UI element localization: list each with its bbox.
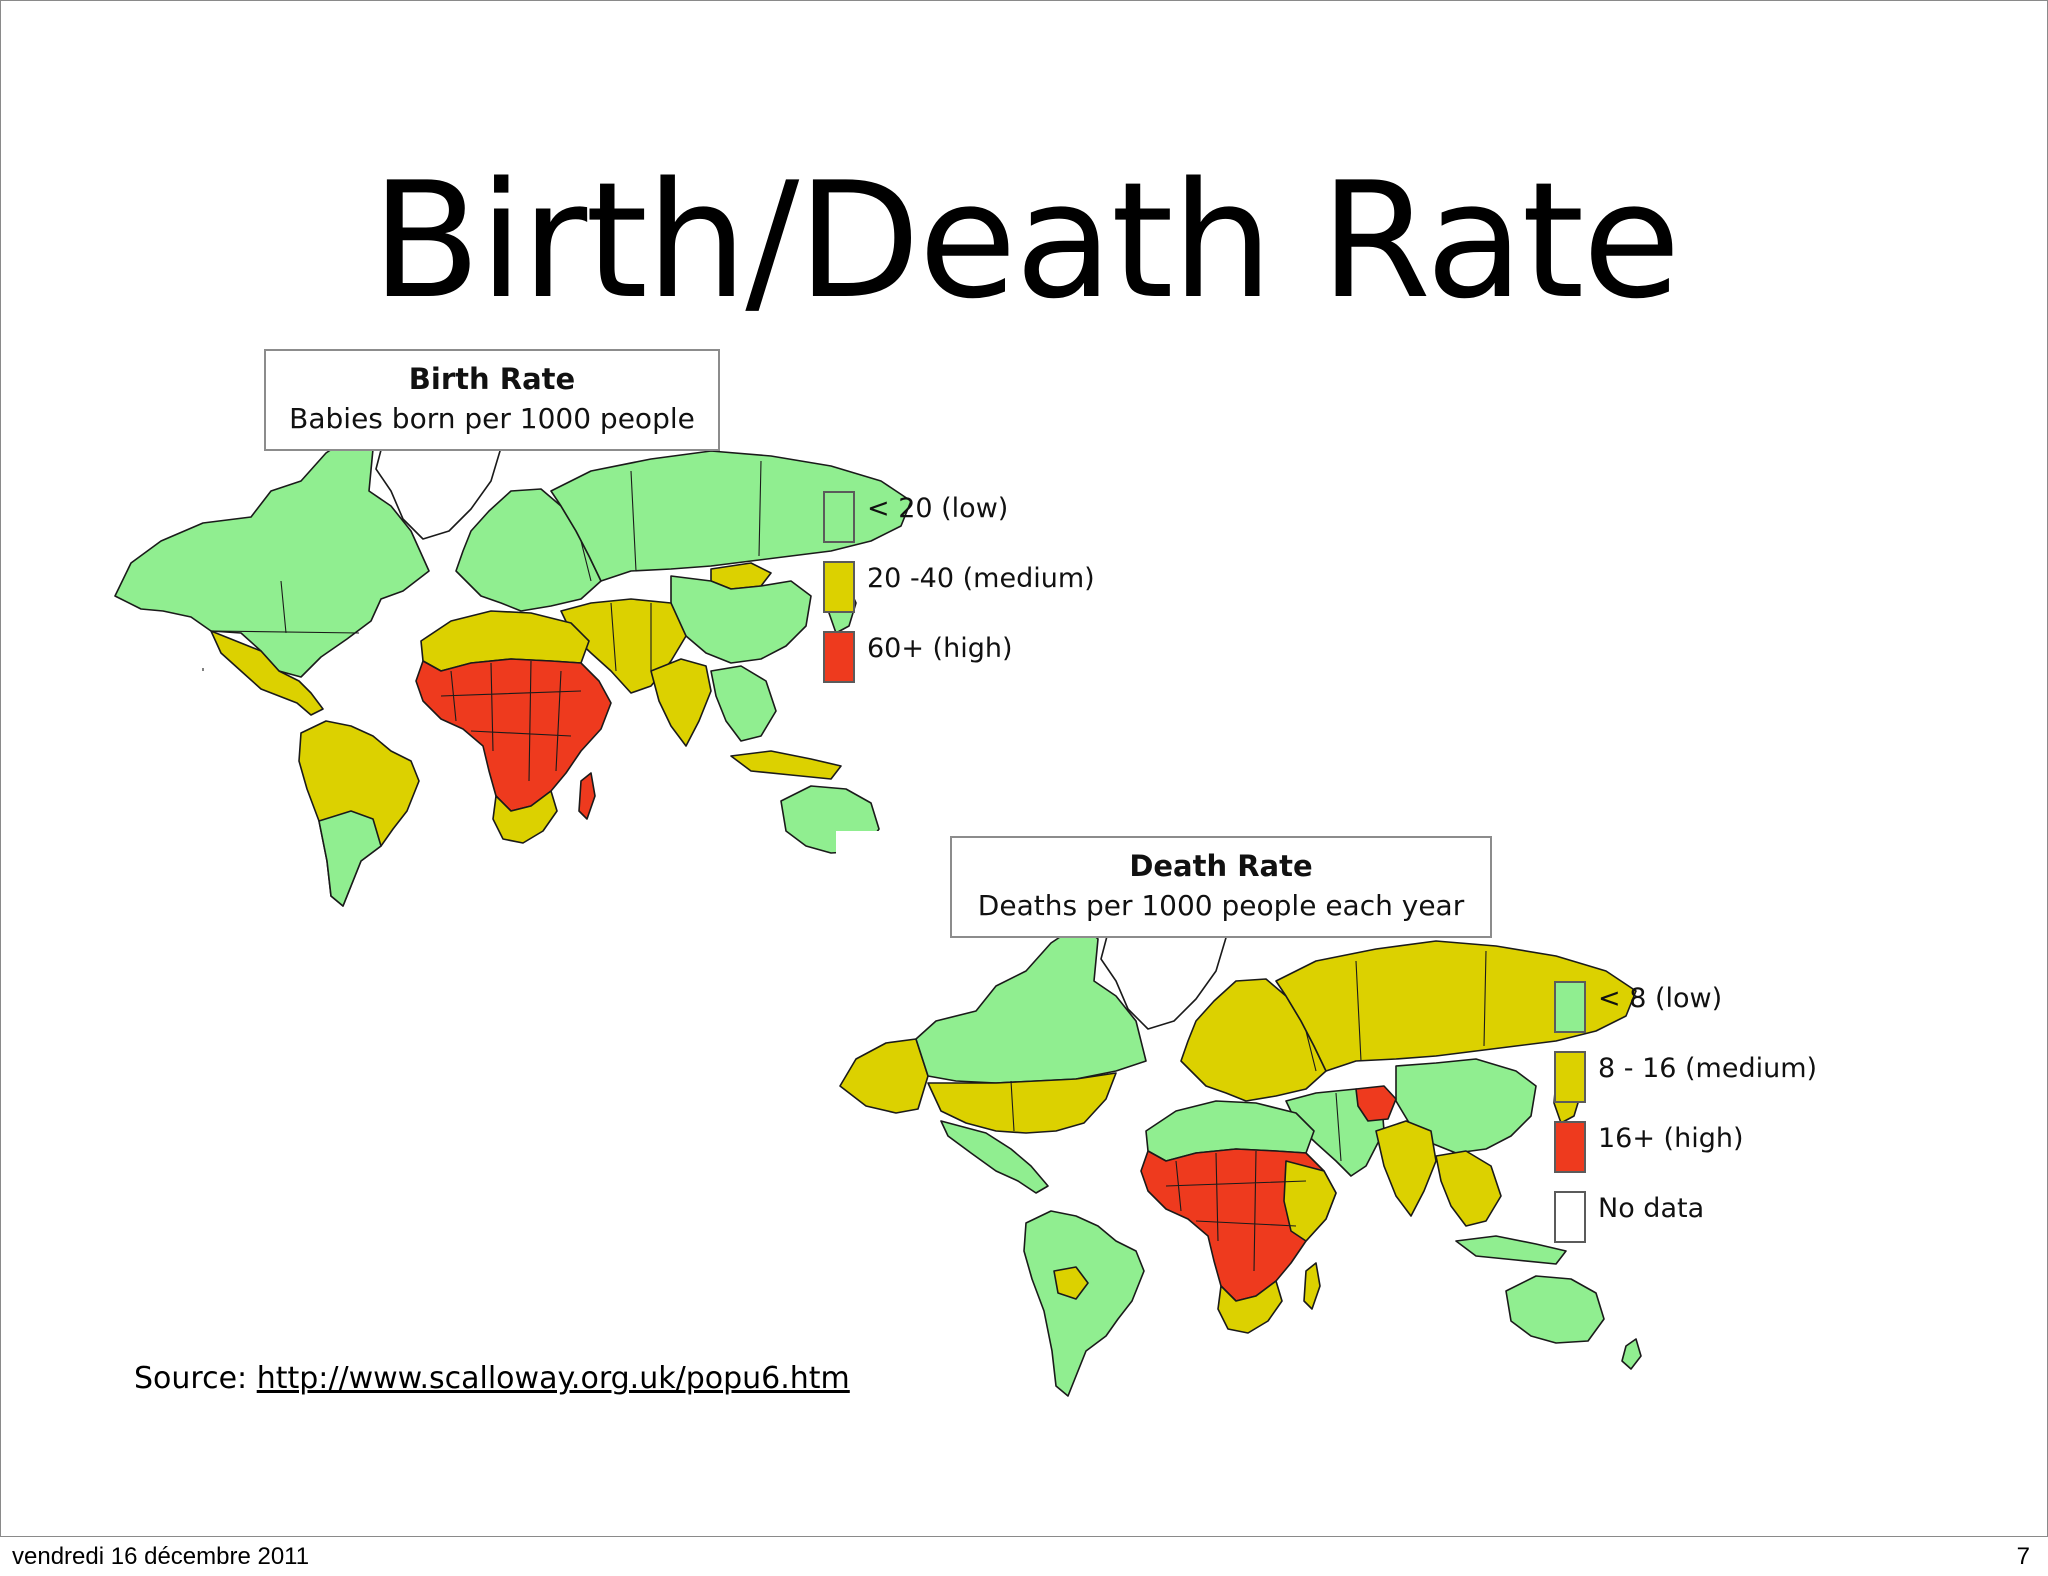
death-rate-title-box: Death Rate Deaths per 1000 people each y… bbox=[950, 836, 1492, 938]
birth-rate-title-box: Birth Rate Babies born per 1000 people bbox=[264, 349, 720, 451]
madagascar bbox=[1303, 1262, 1321, 1310]
east-africa bbox=[1283, 1160, 1337, 1242]
southern-africa bbox=[492, 790, 558, 844]
footer-date: vendredi 16 décembre 2011 bbox=[12, 1543, 310, 1570]
legend-swatch-medium bbox=[1554, 1051, 1586, 1103]
legend-label: 8 - 16 (medium) bbox=[1598, 1053, 1818, 1084]
usa bbox=[927, 1072, 1117, 1134]
mexico-central-america bbox=[210, 630, 324, 716]
legend-swatch-high bbox=[1554, 1121, 1586, 1173]
birth-rate-map: Birth Rate Babies born per 1000 people <… bbox=[111, 341, 1111, 911]
slide-footer: vendredi 16 décembre 2011 7 bbox=[0, 1537, 2048, 1576]
russia bbox=[550, 450, 912, 582]
legend-label: 16+ (high) bbox=[1598, 1123, 1744, 1154]
legend-label: 20 -40 (medium) bbox=[867, 563, 1095, 594]
source-citation: Source: http://www.scalloway.org.uk/popu… bbox=[134, 1361, 850, 1396]
death-rate-world-map bbox=[839, 890, 1642, 1397]
india bbox=[650, 658, 712, 747]
legend-swatch-low bbox=[1554, 981, 1586, 1033]
source-link[interactable]: http://www.scalloway.org.uk/popu6.htm bbox=[256, 1361, 850, 1396]
madagascar bbox=[578, 772, 596, 820]
slide-title: Birth/Death Rate bbox=[371, 147, 1681, 334]
page-number: 7 bbox=[2016, 1543, 2030, 1570]
legend-swatch-high bbox=[823, 631, 855, 683]
indonesia bbox=[1455, 1235, 1567, 1265]
alaska bbox=[839, 1038, 929, 1114]
bolivia-region bbox=[1053, 1266, 1089, 1300]
afghanistan bbox=[1355, 1085, 1397, 1122]
australia bbox=[1505, 1275, 1605, 1344]
southern-africa bbox=[1217, 1280, 1283, 1334]
legend-swatch-low bbox=[823, 491, 855, 543]
india bbox=[1375, 1120, 1437, 1217]
indonesia bbox=[730, 750, 842, 780]
birth-rate-subtitle: Babies born per 1000 people bbox=[289, 402, 695, 435]
legend-label: 60+ (high) bbox=[867, 633, 1013, 664]
death-rate-subtitle: Deaths per 1000 people each year bbox=[977, 889, 1465, 922]
legend-swatch-no-data bbox=[1554, 1191, 1586, 1243]
death-rate-title: Death Rate bbox=[1129, 849, 1313, 883]
southeast-asia bbox=[710, 665, 777, 742]
legend-label: No data bbox=[1598, 1193, 1705, 1224]
legend-label: < 8 (low) bbox=[1598, 983, 1723, 1014]
russia bbox=[1275, 940, 1637, 1072]
death-rate-map: Death Rate Deaths per 1000 people each y… bbox=[836, 831, 1836, 1401]
legend-label: < 20 (low) bbox=[867, 493, 1009, 524]
source-label: Source: bbox=[134, 1361, 248, 1396]
new-zealand bbox=[1621, 1338, 1642, 1370]
sub-saharan-africa bbox=[415, 658, 612, 812]
legend-swatch-medium bbox=[823, 561, 855, 613]
china bbox=[670, 575, 812, 664]
birth-rate-world-map bbox=[114, 400, 917, 907]
birth-rate-title: Birth Rate bbox=[408, 362, 576, 396]
slide: Birth/Death Rate bbox=[0, 0, 2048, 1537]
south-america bbox=[1023, 1210, 1145, 1397]
mexico-central-america bbox=[940, 1120, 1049, 1194]
southern-cone bbox=[318, 810, 382, 907]
southeast-asia bbox=[1435, 1150, 1502, 1227]
north-america bbox=[114, 432, 430, 678]
